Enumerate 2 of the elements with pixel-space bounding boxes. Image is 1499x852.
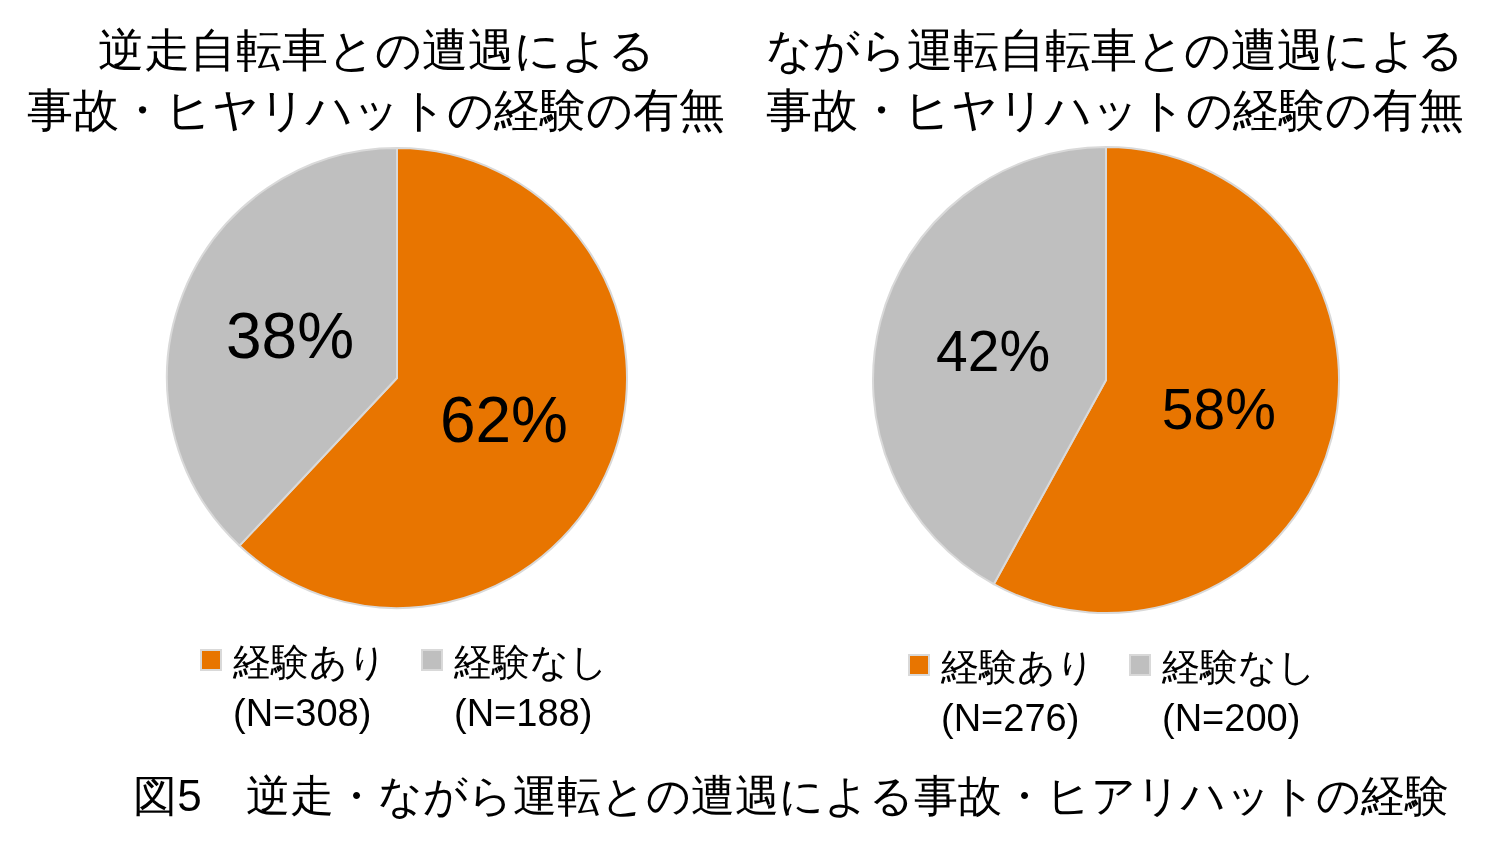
title: 逆走自転車との遭遇による事故・ヒヤリハットの経験の有無: [27, 24, 725, 136]
title: ながら運転自転車との遭遇による事故・ヒヤリハットの経験の有無: [766, 24, 1464, 136]
